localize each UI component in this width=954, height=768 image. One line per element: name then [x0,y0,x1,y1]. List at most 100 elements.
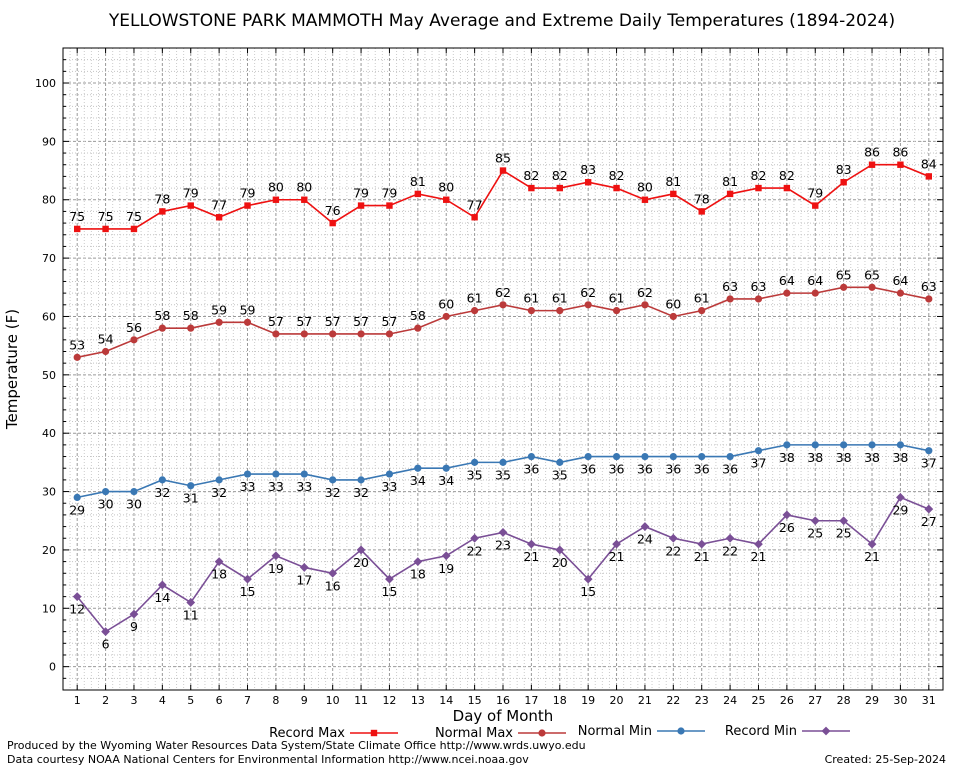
data-point-record-max [329,219,336,227]
data-point-normal-min [527,452,535,461]
data-point-normal-max [471,307,479,315]
data-point-normal-min [612,452,621,461]
data-point-record-min [101,627,110,637]
data-label-record-min: 22 [665,543,681,558]
data-point-record-min [385,574,394,584]
data-point-normal-max [272,330,280,338]
legend-marker [370,729,378,737]
data-label-normal-min: 33 [240,479,256,494]
data-label-normal-min: 38 [892,450,908,465]
data-point-record-max [414,190,422,198]
data-label-normal-min: 34 [438,473,454,488]
data-label-normal-max: 65 [864,267,880,282]
data-label-normal-min: 36 [694,462,710,477]
data-point-normal-max [783,289,791,297]
data-point-record-min [356,545,366,555]
data-point-normal-max [669,312,677,321]
y-tick-label: 30 [42,486,56,499]
data-label-record-min: 9 [130,619,138,634]
data-point-record-min [129,609,139,619]
data-label-normal-min: 32 [154,485,170,500]
legend-marker [677,727,685,735]
data-label-normal-min: 35 [495,467,511,482]
data-label-normal-min: 30 [126,497,142,512]
legend-marker [538,729,546,737]
data-point-normal-max [584,301,592,309]
data-point-record-max [301,196,308,203]
data-point-record-min [526,539,536,549]
data-label-normal-min: 36 [637,462,653,477]
data-point-record-max [244,202,251,209]
data-point-normal-max [811,289,819,297]
legend-label: Record Max [269,726,345,741]
data-label-record-max: 84 [921,156,937,171]
data-label-record-max: 85 [495,151,511,166]
data-label-normal-min: 38 [807,450,823,465]
data-point-record-max [897,161,904,168]
data-label-normal-max: 58 [410,308,426,323]
data-point-normal-min [414,464,422,472]
footer-created: Created: 25-Sep-2024 [825,753,946,766]
data-point-record-max [187,202,194,209]
data-point-record-max [215,214,223,221]
y-tick-label: 20 [42,544,56,557]
x-tick-label: 12 [382,694,396,707]
data-point-normal-min [896,441,905,449]
data-point-record-min [640,522,650,531]
data-label-record-max: 79 [183,186,199,201]
data-point-normal-max [754,295,763,303]
x-tick-label: 25 [751,694,765,707]
x-tick-label: 14 [439,694,453,707]
data-label-normal-min: 38 [864,450,880,465]
data-point-record-min [186,598,196,607]
data-label-normal-min: 38 [779,450,795,465]
x-tick-label: 21 [638,694,652,707]
y-tick-label: 0 [49,661,56,674]
data-point-normal-max [868,283,876,291]
data-point-normal-min [385,470,394,478]
data-point-record-min [498,528,508,537]
data-point-record-min [214,557,224,566]
data-point-normal-max [357,330,365,338]
data-point-record-max [528,184,535,192]
data-label-normal-max: 64 [807,273,823,288]
data-label-normal-max: 63 [921,279,937,294]
legend-item-normal-min: Normal Min [578,724,705,739]
series-record-max: 75 75 75 78 79 77 79 80 80 76 79 79 81 80 77 85 82 82 83 82… [69,145,937,233]
data-point-record-max [670,190,677,198]
data-point-normal-min [783,441,791,449]
data-point-normal-min [329,476,337,484]
x-tick-label: 26 [780,694,794,707]
data-label-record-min: 25 [836,526,852,541]
data-point-normal-min [811,441,819,449]
data-point-normal-min [754,447,763,455]
legend: Record Max Normal Max Normal Min Record Min [269,724,850,741]
data-label-record-min: 19 [268,561,284,576]
data-point-record-min [555,545,565,555]
data-point-record-min [896,493,905,502]
data-label-normal-min: 37 [751,456,767,471]
data-point-record-min [413,557,423,566]
x-tick-label: 22 [666,694,680,707]
data-point-record-min [441,551,451,561]
data-label-normal-min: 33 [296,479,312,494]
data-label-normal-max: 63 [751,279,767,294]
data-point-record-max [840,179,847,186]
y-tick-label: 60 [42,310,56,323]
data-label-record-min: 20 [552,555,568,570]
y-tick-label: 80 [42,194,56,207]
data-label-record-min: 15 [580,584,596,599]
data-label-normal-max: 56 [126,320,142,335]
data-label-normal-min: 29 [69,502,85,517]
data-point-record-min [157,580,167,590]
data-label-normal-max: 61 [467,291,483,306]
data-point-normal-max [158,324,166,332]
data-point-normal-max [187,324,195,332]
data-point-normal-min [215,476,223,484]
data-point-record-max [556,184,563,192]
data-point-normal-min [925,447,933,455]
data-point-normal-min [272,470,280,478]
data-point-normal-min [73,493,81,501]
data-label-record-min: 18 [410,567,426,582]
data-point-record-min [924,504,934,514]
